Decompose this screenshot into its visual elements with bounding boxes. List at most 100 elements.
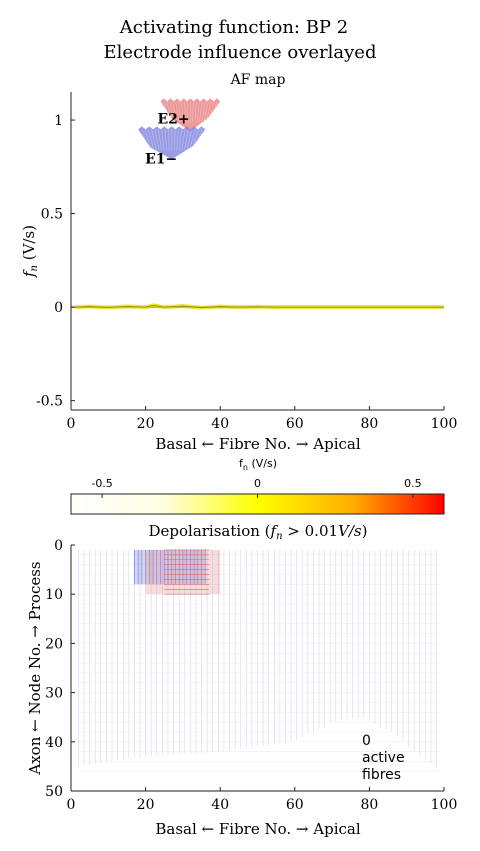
depol-y-tick-label: 0 xyxy=(54,538,63,554)
electrode-positive-shape xyxy=(160,98,221,132)
electrode-hatch xyxy=(191,129,199,151)
af-x-label: Basal ← Fibre No. → Apical xyxy=(155,435,360,453)
af-map-title: AF map xyxy=(230,72,286,88)
electrode-hatch xyxy=(175,101,180,123)
depol-x-label: Basal ← Fibre No. → Apical xyxy=(155,820,360,838)
active-fibres-label-line2: fibres xyxy=(362,767,401,783)
electrode-hatch xyxy=(137,129,147,151)
af-y-tick-label: 0.5 xyxy=(41,207,63,223)
electrode-hatch xyxy=(205,101,212,123)
af-series-group xyxy=(71,303,444,310)
depol-y-tick-label: 30 xyxy=(45,686,63,702)
influence-negative-fill xyxy=(134,549,206,585)
electrode-overlay-group xyxy=(137,98,221,160)
electrode-label-2: E1− xyxy=(145,151,177,167)
figure-title-line1: Activating function: BP 2 xyxy=(119,17,348,38)
depol-y-tick-label: 20 xyxy=(45,636,63,652)
colorbar-tick-label: -0.5 xyxy=(91,477,112,490)
electrode-hatch xyxy=(208,101,215,123)
af-map-chart: AF map 0 20 40 60 80 100-0.500.51 E2+E1− Basa… xyxy=(20,72,457,453)
depolarisation-title: Depolarisation (fn > 0.01V/s) xyxy=(148,522,367,542)
depolarisation-title-unit: V/s xyxy=(338,522,362,540)
electrode-hatch xyxy=(141,129,150,151)
figure-title-line2: Electrode influence overlayed xyxy=(104,42,377,63)
electrode-hatch xyxy=(194,101,197,123)
colorbar: fn (V/s) -0.5 0 0.5 xyxy=(70,457,445,515)
electrode-hatch xyxy=(194,129,203,151)
depol-x-tick-label: 40 xyxy=(211,797,229,813)
depolarisation-chart: Depolarisation (fn > 0.01V/s) 0 20 40 60 80 1… xyxy=(26,522,457,838)
electrode-hatch xyxy=(148,129,155,151)
electrode-hatch xyxy=(212,101,221,123)
af-y-label-unit: (V/s) xyxy=(20,225,38,265)
depol-x-tick-label: 100 xyxy=(431,797,458,813)
electrode-hatch xyxy=(186,129,193,151)
electrode-label-1: E2+ xyxy=(158,111,190,127)
af-x-tick-label: 20 xyxy=(137,416,155,432)
electrode-hatch xyxy=(172,101,178,123)
depol-ticks-group: 0 20 40 60 80 100 0 10 20 30 40 50 xyxy=(45,538,457,813)
influence-positive-zone xyxy=(145,549,221,595)
af-x-tick-label: 80 xyxy=(360,416,378,432)
electrode-hatch xyxy=(203,101,209,123)
depolarisation-title-close: ) xyxy=(362,522,368,540)
electrode-hatch xyxy=(201,101,206,123)
fibre-mesh-group xyxy=(78,549,441,772)
electrode-hatch xyxy=(184,101,187,123)
depolarisation-title-prefix: Depolarisation ( xyxy=(148,522,270,540)
electrode-hatch xyxy=(179,129,182,151)
electrode-hatch xyxy=(181,129,186,151)
af-y-label-subscript: n xyxy=(29,265,40,271)
electrode-hatch xyxy=(196,101,200,123)
electrode-hatch xyxy=(154,129,160,151)
colorbar-label-unit: (V/s) xyxy=(248,457,277,470)
electrode-hatch xyxy=(163,101,171,123)
depol-x-tick-label: 20 xyxy=(137,797,155,813)
electrode-hatch xyxy=(210,101,218,123)
electrode-hatch xyxy=(164,129,167,151)
depol-y-tick-label: 10 xyxy=(45,587,63,603)
electrode-hatch xyxy=(151,129,157,151)
electrode-hatch xyxy=(176,129,179,151)
colorbar-ticks-group: -0.5 0 0.5 xyxy=(91,477,422,498)
electrode-hatch xyxy=(166,101,173,123)
colorbar-tick-label: 0.5 xyxy=(404,477,422,490)
electrode-hatch xyxy=(192,101,194,123)
af-x-tick-label: 0 xyxy=(67,416,76,432)
electrode-hatch xyxy=(189,129,196,151)
af-series-line xyxy=(74,304,444,309)
af-x-tick-label: 100 xyxy=(431,416,458,432)
electrode-hatch xyxy=(161,129,165,151)
depolarisation-title-symbol: f xyxy=(270,522,279,540)
depol-x-tick-label: 60 xyxy=(286,797,304,813)
af-x-tick-label: 40 xyxy=(211,416,229,432)
electrode-hatch xyxy=(169,101,175,123)
depol-y-tick-label: 40 xyxy=(45,735,63,751)
af-y-tick-label: -0.5 xyxy=(36,394,63,410)
colorbar-label: fn (V/s) xyxy=(239,457,277,472)
active-fibres-count: 0 xyxy=(362,733,371,749)
colorbar-tick-label: 0 xyxy=(254,477,261,490)
influence-negative-zone xyxy=(134,549,206,585)
electrode-hatch xyxy=(184,129,189,151)
depolarisation-title-subscript: n xyxy=(276,531,282,542)
active-fibres-label-line1: active xyxy=(362,750,405,766)
electrode-hatch xyxy=(178,101,182,123)
electrode-negative-shape xyxy=(137,126,206,160)
depolarisation-title-threshold: > 0.01 xyxy=(283,522,339,540)
electrode-hatch xyxy=(181,101,184,123)
electrode-hatch xyxy=(196,129,206,151)
colorbar-label-symbol: f xyxy=(239,457,244,470)
depol-x-tick-label: 80 xyxy=(360,797,378,813)
electrode-influence-group xyxy=(134,549,221,595)
af-ticks-group: 0 20 40 60 80 100-0.500.51 xyxy=(36,113,457,432)
influence-positive-fill xyxy=(145,549,221,595)
electrode-labels-group: E2+ E1− xyxy=(145,111,190,167)
af-y-tick-label: 0 xyxy=(54,300,63,316)
electrode-hatch xyxy=(187,101,189,123)
electrode-hatch xyxy=(174,129,176,151)
af-y-label-symbol: f xyxy=(20,269,38,278)
depol-y-tick-label: 50 xyxy=(45,784,63,800)
electrode-hatch xyxy=(199,101,203,123)
